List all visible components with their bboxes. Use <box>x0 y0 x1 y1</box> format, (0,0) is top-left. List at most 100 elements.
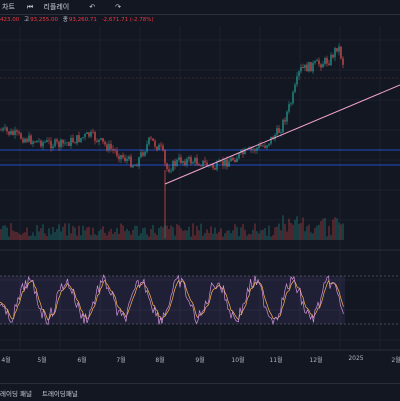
candle-body <box>84 133 86 138</box>
candle-body <box>308 62 310 72</box>
replay-button[interactable]: ⏮ 리플레이 <box>25 2 79 12</box>
undo-button[interactable]: ↶ <box>87 3 105 11</box>
candle-body <box>238 152 240 159</box>
trading-panel-tab-1[interactable]: 레이딩 패널 <box>0 389 32 398</box>
volume-bar <box>320 221 322 240</box>
candle-body <box>256 147 258 151</box>
volume-bar <box>150 228 152 240</box>
candle-body <box>222 160 224 166</box>
volume-bar <box>40 228 42 240</box>
volume-bar <box>160 226 162 240</box>
volume-bar <box>118 233 120 240</box>
trading-panel-tab-2[interactable]: 트레이딩패널 <box>41 389 78 398</box>
candle-body <box>282 119 284 133</box>
volume-bar <box>230 233 232 240</box>
candle-body <box>76 135 78 144</box>
volume-bar <box>144 227 146 240</box>
volume-bar <box>148 236 150 240</box>
volume-bar <box>78 225 80 240</box>
candle-body <box>304 64 306 68</box>
volume-bar <box>208 233 210 240</box>
volume-bar <box>52 227 54 240</box>
volume-bar <box>268 225 270 240</box>
volume-bar <box>46 236 48 240</box>
volume-bar <box>62 226 64 240</box>
candle-body <box>296 76 298 85</box>
volume-bar <box>58 224 60 240</box>
volume-bar <box>76 235 78 240</box>
volume-bar <box>322 218 324 240</box>
undo-icon: ↶ <box>89 3 96 11</box>
candle-body <box>170 170 172 172</box>
volume-bar <box>258 233 260 240</box>
time-axis-tick: 10월 <box>231 357 245 364</box>
candle-body <box>298 71 300 77</box>
candle-body <box>48 140 50 141</box>
candle-body <box>22 138 24 143</box>
volume-bar <box>200 223 202 240</box>
candle-body <box>198 164 200 166</box>
volume-bar <box>290 222 292 240</box>
volume-bar <box>274 227 276 240</box>
candle-body <box>166 163 168 170</box>
volume-bar <box>318 224 320 240</box>
volume-bar <box>252 229 254 240</box>
volume-bar <box>196 225 198 240</box>
redo-button[interactable]: ↷ <box>113 3 131 11</box>
time-axis-tick: 2월 <box>391 357 400 364</box>
volume-bar <box>54 232 56 240</box>
volume-bar <box>244 229 246 240</box>
candle-body <box>292 92 294 104</box>
candle-body <box>196 157 198 165</box>
volume-bar <box>286 231 288 240</box>
candle-body <box>268 143 270 146</box>
candle-body <box>176 159 178 166</box>
bottom-panel: 레이딩 패널 트레이딩패널 <box>0 383 400 401</box>
candle-body <box>44 142 46 143</box>
candle-body <box>224 159 226 166</box>
volume-bar <box>90 235 92 240</box>
candle-body <box>148 137 150 145</box>
candle-body <box>62 139 64 144</box>
volume-bar <box>254 223 256 240</box>
volume-bar <box>300 223 302 240</box>
volume-bar <box>42 224 44 240</box>
volume-bar <box>284 223 286 240</box>
volume-bar <box>326 236 328 240</box>
ohlc-high-value: 93,255.00 <box>30 17 59 23</box>
candle-body <box>88 132 90 137</box>
volume-bar <box>84 230 86 240</box>
volume-bar <box>202 235 204 240</box>
volume-bar <box>336 218 338 240</box>
candle-body <box>152 138 154 141</box>
candle-body <box>112 148 114 150</box>
candle-body <box>212 164 214 168</box>
volume-bar <box>270 236 272 240</box>
volume-bar <box>214 227 216 240</box>
ohlc-low-value: 93,260.71 <box>68 17 97 23</box>
candle-body <box>310 62 312 72</box>
chart-menu[interactable]: 차트 <box>2 3 15 11</box>
volume-bar <box>166 225 168 240</box>
volume-bar <box>328 225 330 240</box>
candle-body <box>192 162 194 164</box>
candle-body <box>8 131 10 135</box>
candle-body <box>106 144 108 151</box>
volume-bar <box>332 219 334 240</box>
ohlc-high-label: 고 <box>24 17 30 23</box>
volume-bar <box>162 227 164 240</box>
candle-body <box>68 142 70 146</box>
volume-bar <box>294 219 296 240</box>
volume-bar <box>50 234 52 240</box>
volume-bar <box>28 236 30 240</box>
candle-body <box>276 128 278 135</box>
volume-bar <box>154 232 156 240</box>
candle-body <box>214 167 216 170</box>
volume-bar <box>198 230 200 240</box>
candle-body <box>232 157 234 160</box>
candle-body <box>124 157 126 161</box>
candle-body <box>24 138 26 143</box>
candle-body <box>164 150 166 164</box>
volume-bar <box>12 230 14 240</box>
